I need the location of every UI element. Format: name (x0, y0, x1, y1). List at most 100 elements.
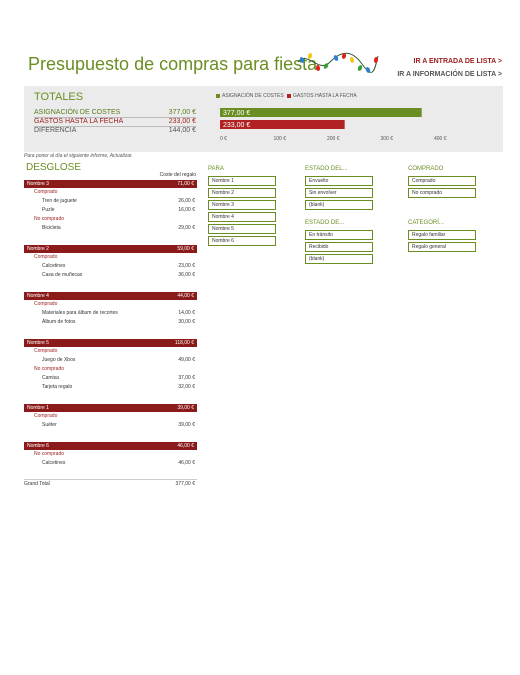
group-header-row[interactable]: Nombre 6 46,00 € (24, 442, 197, 450)
x-tick-label: 400 € (434, 136, 447, 142)
slicer-button[interactable]: Comprado (408, 176, 476, 186)
spent-to-date-label: GASTOS HASTA LA FECHA (34, 118, 124, 125)
gift-name: Bicicleta (42, 225, 61, 231)
gift-row: Calcetines 46,00 € (24, 459, 197, 468)
status-row[interactable]: Comprado (34, 413, 58, 419)
slicer-title: CATEGORÍ... (408, 220, 444, 226)
go-to-list-entry-link[interactable]: IR A ENTRADA DE LISTA > (413, 58, 502, 65)
group-total: 44,00 € (177, 293, 194, 299)
legend-item-allocation: ASIGNACIÓN DE COSTES (216, 93, 284, 99)
page-title: Presupuesto de compras para fiesta (28, 54, 318, 74)
slicer-title: COMPRADO (408, 166, 444, 172)
difference-label: DIFERENCIA (34, 127, 77, 134)
breakdown-pivot-table: Nombre 3 71,00 € Comprado Tren de juguete 26… (24, 180, 197, 480)
group-header-row[interactable]: Nombre 2 59,00 € (24, 245, 197, 253)
slicer-button[interactable]: Nombre 4 (208, 212, 276, 222)
slicer-button[interactable]: Nombre 3 (208, 200, 276, 210)
gift-cost: 36,00 € (178, 272, 195, 278)
group-header-row[interactable]: Nombre 1 39,00 € (24, 404, 197, 412)
slicer-button[interactable]: Nombre 5 (208, 224, 276, 234)
gift-name: Tren de juguete (42, 198, 77, 204)
chart-bar (220, 120, 345, 129)
breakdown-group: Nombre 1 39,00 € Comprado Suéter 39,00 € (24, 404, 197, 430)
refresh-note: Para poner al día el siguiente informe, … (24, 153, 133, 159)
group-name: Nombre 5 (27, 340, 49, 346)
group-header-row[interactable]: Nombre 3 71,00 € (24, 180, 197, 188)
gift-name: Tarjeta regalo (42, 384, 73, 390)
gift-row: Camisa 37,00 € (24, 374, 197, 383)
gift-name: Calcetines (42, 263, 66, 269)
status-row[interactable]: No comprado (34, 216, 65, 222)
slicer-button[interactable]: (blank) (305, 254, 373, 264)
gift-cost: 23,00 € (178, 263, 195, 269)
status-row[interactable]: Comprado (34, 254, 58, 260)
group-header-row[interactable]: Nombre 5 118,00 € (24, 339, 197, 347)
group-total: 39,00 € (177, 405, 194, 411)
legend-label: ASIGNACIÓN DE COSTES (222, 93, 284, 99)
gift-name: Juego de Xbox (42, 357, 76, 363)
gift-row: Suéter 39,00 € (24, 421, 197, 430)
gift-cost: 39,00 € (178, 422, 195, 428)
totals-title: TOTALES (34, 91, 84, 103)
status-row[interactable]: No comprado (34, 451, 65, 457)
slicer-button[interactable]: Nombre 2 (208, 188, 276, 198)
gift-cost: 32,00 € (178, 384, 195, 390)
slicer-button[interactable]: Regalo general (408, 242, 476, 252)
group-total: 118,00 € (174, 340, 194, 346)
gift-row: Juego de Xbox 49,00 € (24, 356, 197, 365)
group-total: 59,00 € (177, 246, 194, 252)
slicer-button[interactable]: Recibido (305, 242, 373, 252)
breakdown-title: DESGLOSE (26, 162, 82, 173)
gift-cost: 46,00 € (178, 460, 195, 466)
breakdown-group: Nombre 5 118,00 € Comprado Juego de Xbox 49,… (24, 339, 197, 392)
gift-name: Casa de muñecas (42, 272, 83, 278)
gift-row: Bicicleta 29,00 € (24, 224, 197, 233)
difference-value: 144,00 € (168, 127, 196, 134)
status-row[interactable]: Comprado (34, 189, 58, 195)
breakdown-group: Nombre 2 59,00 € Comprado Calcetines 23,00 €… (24, 245, 197, 280)
slicer-button[interactable]: Nombre 6 (208, 236, 276, 246)
status-row[interactable]: Comprado (34, 301, 58, 307)
slicer-button[interactable]: Nombre 1 (208, 176, 276, 186)
status-row[interactable]: Comprado (34, 348, 58, 354)
slicer-button[interactable]: Sin envolver (305, 188, 373, 198)
bar-data-label: 233,00 € (223, 122, 250, 129)
bar-data-label: 377,00 € (223, 110, 250, 117)
breakdown-group: Nombre 6 46,00 € No comprado Calcetines 46,0… (24, 442, 197, 468)
slicer-estado-del: ESTADO DEL... Envuelto Sin envolver (blank… (305, 166, 373, 212)
gift-cost: 29,00 € (178, 225, 195, 231)
cost-allocation-value: 377,00 € (168, 109, 196, 116)
group-total: 46,00 € (177, 443, 194, 449)
group-name: Nombre 3 (27, 181, 49, 187)
chart-bar (220, 108, 422, 117)
gift-cost: 37,00 € (178, 375, 195, 381)
gift-name: Puzle (42, 207, 55, 213)
x-tick-label: 100 € (274, 136, 287, 142)
slicer-button[interactable]: Envuelto (305, 176, 373, 186)
gift-name: Calcetines (42, 460, 66, 466)
slicer-comprado: COMPRADO Comprado No comprado (408, 166, 476, 200)
gift-cost: 49,00 € (178, 357, 195, 363)
spent-to-date-value: 233,00 € (168, 118, 196, 125)
group-name: Nombre 2 (27, 246, 49, 252)
x-tick-label: 0 € (220, 136, 227, 142)
cost-allocation-label: ASIGNACIÓN DE COSTES (34, 109, 121, 116)
grand-total-row: Grand Total 377,00 € (24, 479, 197, 487)
legend-swatch (216, 94, 220, 98)
gift-row: Tren de juguete 26,00 € (24, 197, 197, 206)
gift-row: Tarjeta regalo 32,00 € (24, 383, 197, 392)
slicer-button[interactable]: Regalo familiar (408, 230, 476, 240)
gift-name: Álbum de fotos (42, 319, 76, 325)
go-to-list-info-link[interactable]: IR A INFORMACIÓN DE LISTA > (397, 71, 502, 78)
group-name: Nombre 4 (27, 293, 49, 299)
group-header-row[interactable]: Nombre 4 44,00 € (24, 292, 197, 300)
slicer-button[interactable]: (blank) (305, 200, 373, 210)
group-total: 71,00 € (177, 181, 194, 187)
slicer-button[interactable]: No comprado (408, 188, 476, 198)
grand-total-value: 377,00 € (175, 481, 195, 487)
x-tick-label: 300 € (381, 136, 394, 142)
gift-cost: 16,00 € (178, 207, 195, 213)
slicer-button[interactable]: En tránsito (305, 230, 373, 240)
string-lights-decoration (297, 52, 379, 73)
status-row[interactable]: No comprado (34, 366, 65, 372)
